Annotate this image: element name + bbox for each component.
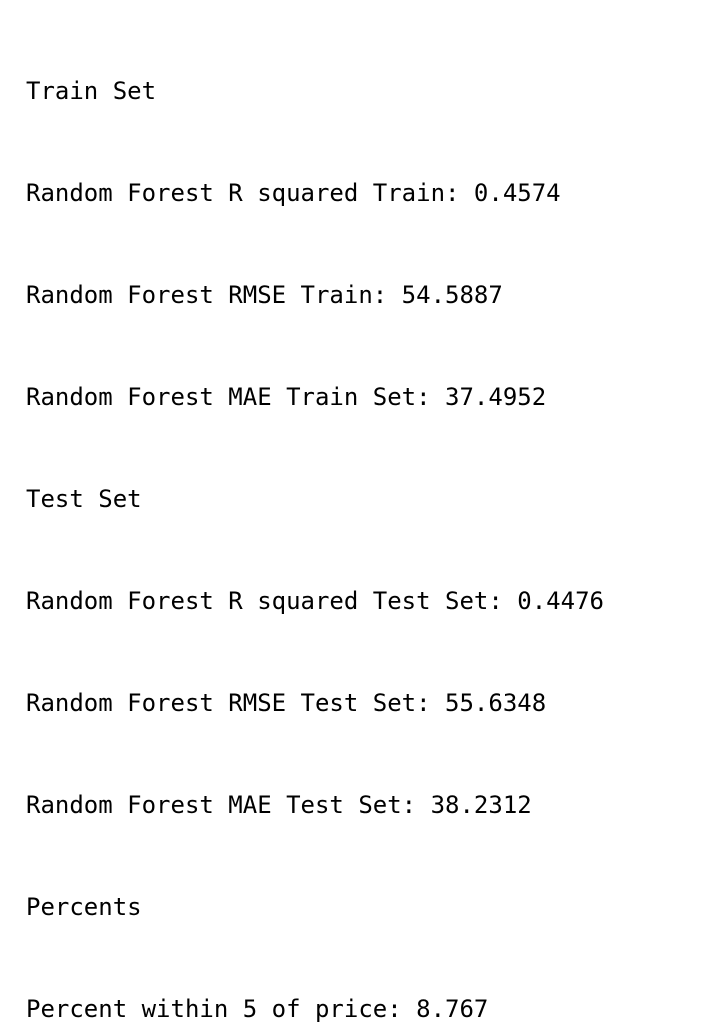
rf-mae-test: Random Forest MAE Test Set: 38.2312 [26, 791, 532, 819]
rf-mae-train: Random Forest MAE Train Set: 37.4952 [26, 383, 547, 411]
test-set-heading: Test Set [26, 485, 142, 513]
rf-r-squared-test: Random Forest R squared Test Set: 0.4476 [26, 587, 604, 615]
percents-heading: Percents [26, 893, 142, 921]
rf-r-squared-train: Random Forest R squared Train: 0.4574 [26, 179, 561, 207]
train-set-heading: Train Set [26, 77, 157, 105]
rf-rmse-test: Random Forest RMSE Test Set: 55.6348 [26, 689, 547, 717]
rf-rmse-train: Random Forest RMSE Train: 54.5887 [26, 281, 503, 309]
percent-within-5: Percent within 5 of price: 8.767 [26, 995, 489, 1023]
console-output: Train Set Random Forest R squared Train:… [26, 6, 604, 1032]
